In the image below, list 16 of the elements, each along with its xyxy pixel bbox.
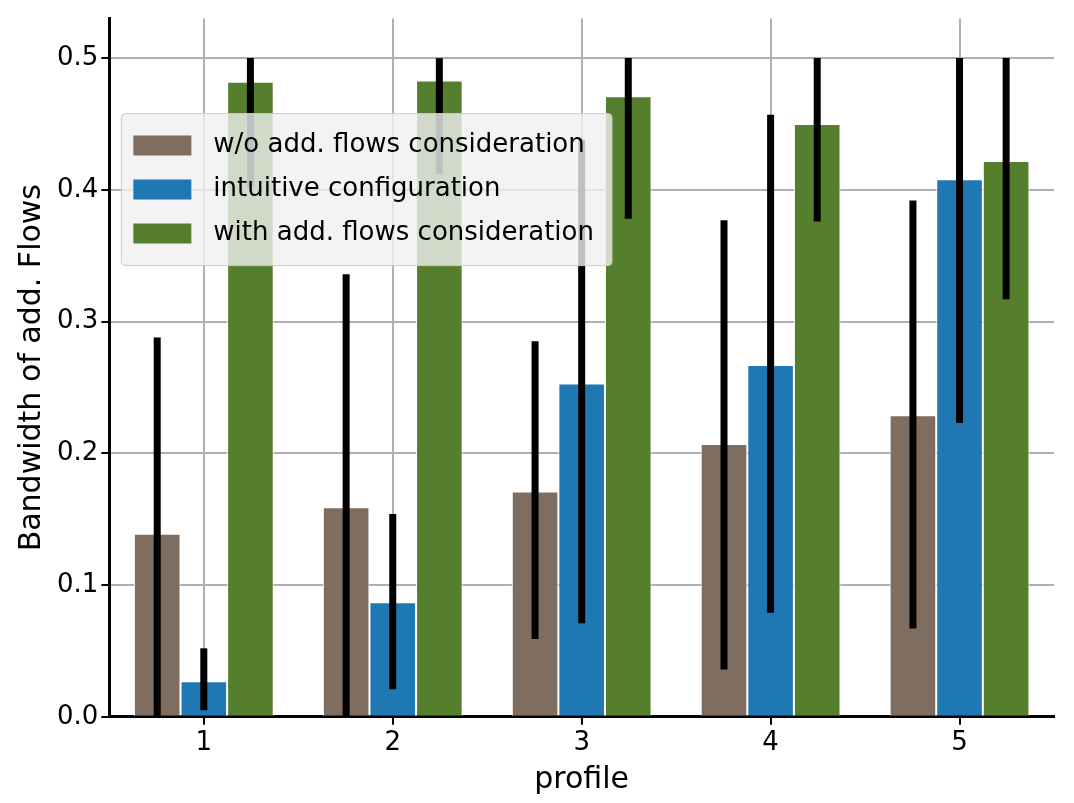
x-tick-label: 3 — [573, 726, 590, 757]
y-axis-title: Bandwidth of add. Flows — [11, 184, 47, 552]
y-tick-label: 0.1 — [56, 567, 99, 598]
x-tick-label: 1 — [195, 726, 213, 757]
y-tick-label: 0.4 — [56, 172, 99, 203]
legend-label: with add. flows consideration — [213, 216, 594, 247]
x-tick-label: 4 — [762, 726, 779, 757]
x-tick-label: 2 — [384, 726, 402, 757]
x-axis-title: profile — [534, 759, 630, 795]
y-tick-label: 0.5 — [56, 40, 99, 71]
y-tick-label: 0.2 — [56, 436, 99, 467]
y-tick-label: 0.0 — [56, 699, 99, 730]
x-tick-label: 5 — [951, 726, 968, 757]
y-tick-label: 0.3 — [56, 304, 99, 335]
legend-label: w/o add. flows consideration — [213, 128, 585, 159]
legend-label: intuitive configuration — [213, 172, 501, 203]
